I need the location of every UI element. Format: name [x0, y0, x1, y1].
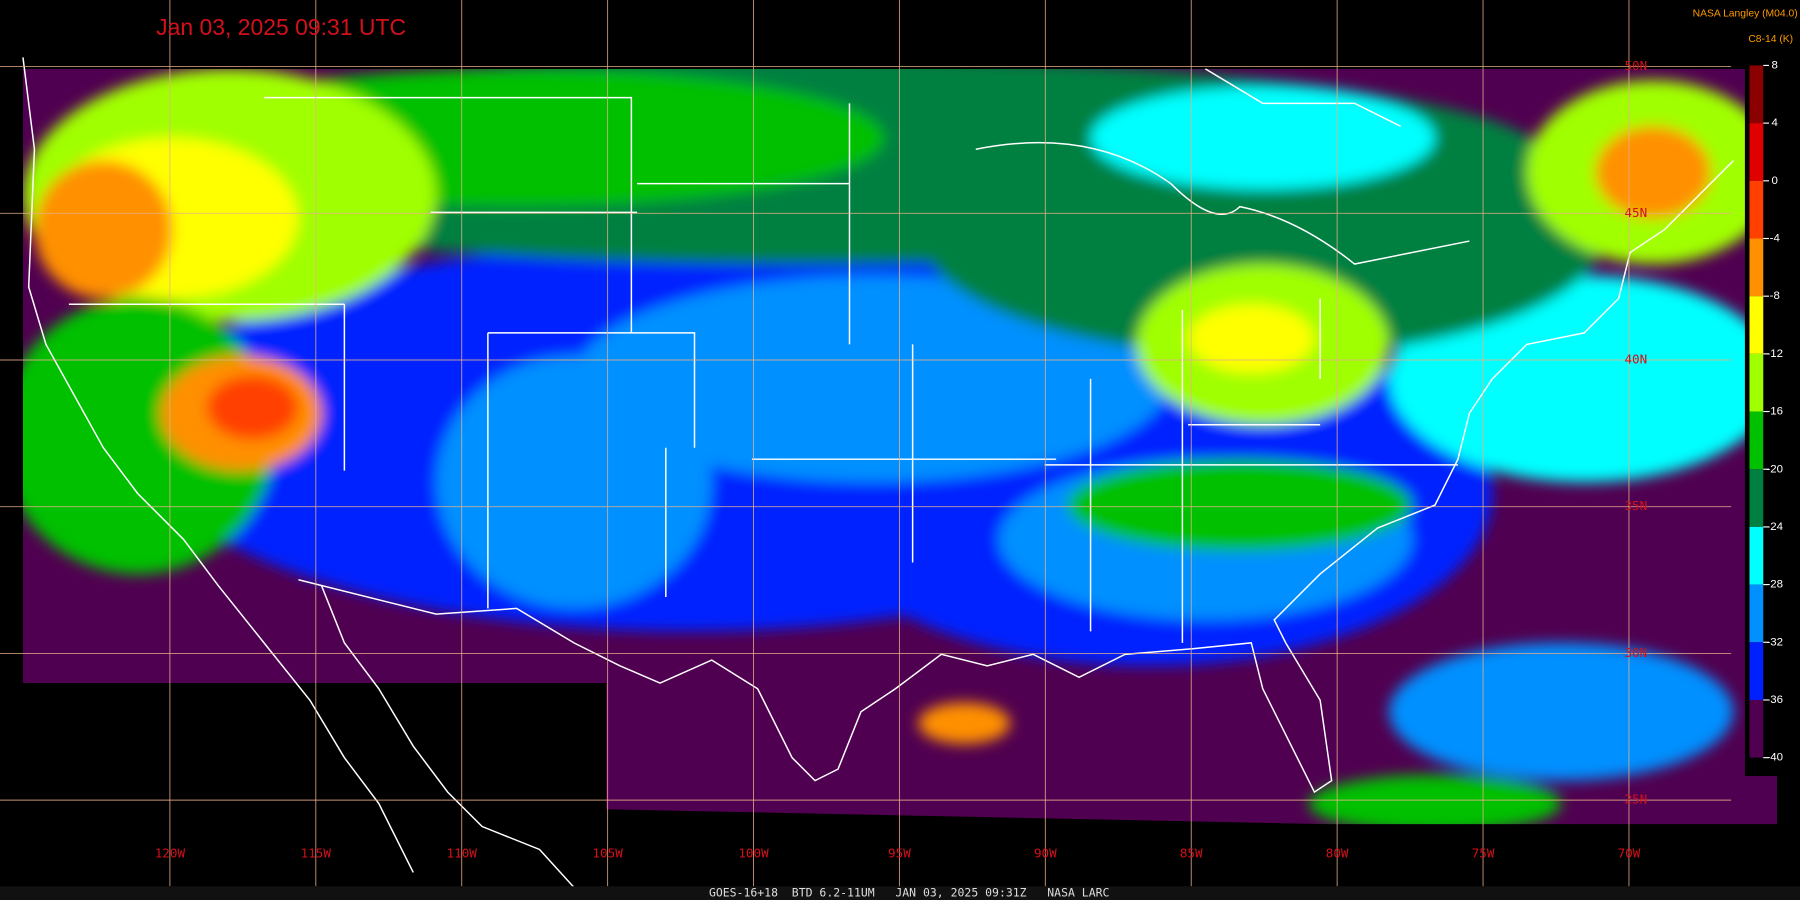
colorbar-segment: [1749, 296, 1764, 354]
colorbar-tick-label: -12: [1766, 348, 1783, 360]
colorbar-tick-label: -36: [1766, 694, 1783, 706]
longitude-label: 100W: [738, 846, 769, 861]
colorbar-segment: [1749, 65, 1764, 124]
colorbar-segment: [1749, 584, 1764, 643]
latitude-label: 25N: [1624, 792, 1647, 807]
colorbar-tick-label: -4: [1770, 233, 1781, 245]
coastlines: [22, 57, 1734, 900]
latitude-label: 50N: [1624, 58, 1647, 73]
colorbar-segment: [1749, 238, 1764, 297]
colorbar-tick-label: -24: [1766, 521, 1783, 533]
colorbar-tick-label: -16: [1766, 406, 1783, 418]
credit: NASA Langley (M04.0): [1693, 9, 1798, 20]
colorbar-segment: [1749, 526, 1764, 585]
colorbar-tick-label: 4: [1772, 117, 1779, 129]
colorbar-segment: [1749, 699, 1764, 758]
footer: GOES-16+18 BTD 6.2-11UM JAN 03, 2025 09:…: [709, 886, 1110, 900]
colorbar-tick-label: 8: [1772, 59, 1778, 71]
longitude-label: 120W: [155, 846, 186, 861]
colorbar: 8 4 0 -4 -8 -12 -16 -20 -24 -28 -32 -36 -40: [1744, 59, 1800, 777]
latitude-label: 35N: [1624, 498, 1647, 513]
longitude-label: 115W: [301, 846, 332, 861]
latitude-label: 40N: [1624, 352, 1647, 367]
colorbar-segment: [1749, 469, 1764, 527]
longitude-label: 105W: [592, 846, 623, 861]
colorbar-segment: [1749, 353, 1764, 412]
colorbar-segment: [1749, 642, 1764, 700]
colorbar-tick-label: -32: [1766, 636, 1783, 648]
colorbar-tick-label: -28: [1766, 579, 1783, 591]
colorbar-tick-label: -20: [1766, 463, 1783, 475]
colorbar-tick-label: -40: [1766, 752, 1783, 764]
colorbar-segment: [1749, 123, 1764, 181]
longitude-label: 75W: [1472, 846, 1495, 861]
longitude-label: 70W: [1618, 846, 1641, 861]
units-label: C8-14 (K): [1748, 34, 1793, 45]
latitude-label: 45N: [1624, 205, 1647, 220]
colorbar-tick-label: 0: [1772, 175, 1778, 187]
latitude-label: 30N: [1624, 645, 1647, 660]
longitude-label: 110W: [447, 846, 478, 861]
longitude-label: 85W: [1180, 846, 1203, 861]
colorbar-segment: [1749, 411, 1764, 470]
footer-bar: [0, 886, 1800, 900]
longitude-label: 80W: [1326, 846, 1349, 861]
colorbar-tick-label: -8: [1770, 290, 1780, 302]
colorbar-segment: [1749, 180, 1764, 239]
longitude-label: 90W: [1034, 846, 1057, 861]
graticule: 120W 115W 110W 105W 100W 95W 90W 85W 80W 75W 70W 50…: [0, 0, 1732, 887]
longitude-label: 95W: [888, 846, 911, 861]
timestamp-title: Jan 03, 2025 09:31 UTC: [156, 14, 406, 40]
